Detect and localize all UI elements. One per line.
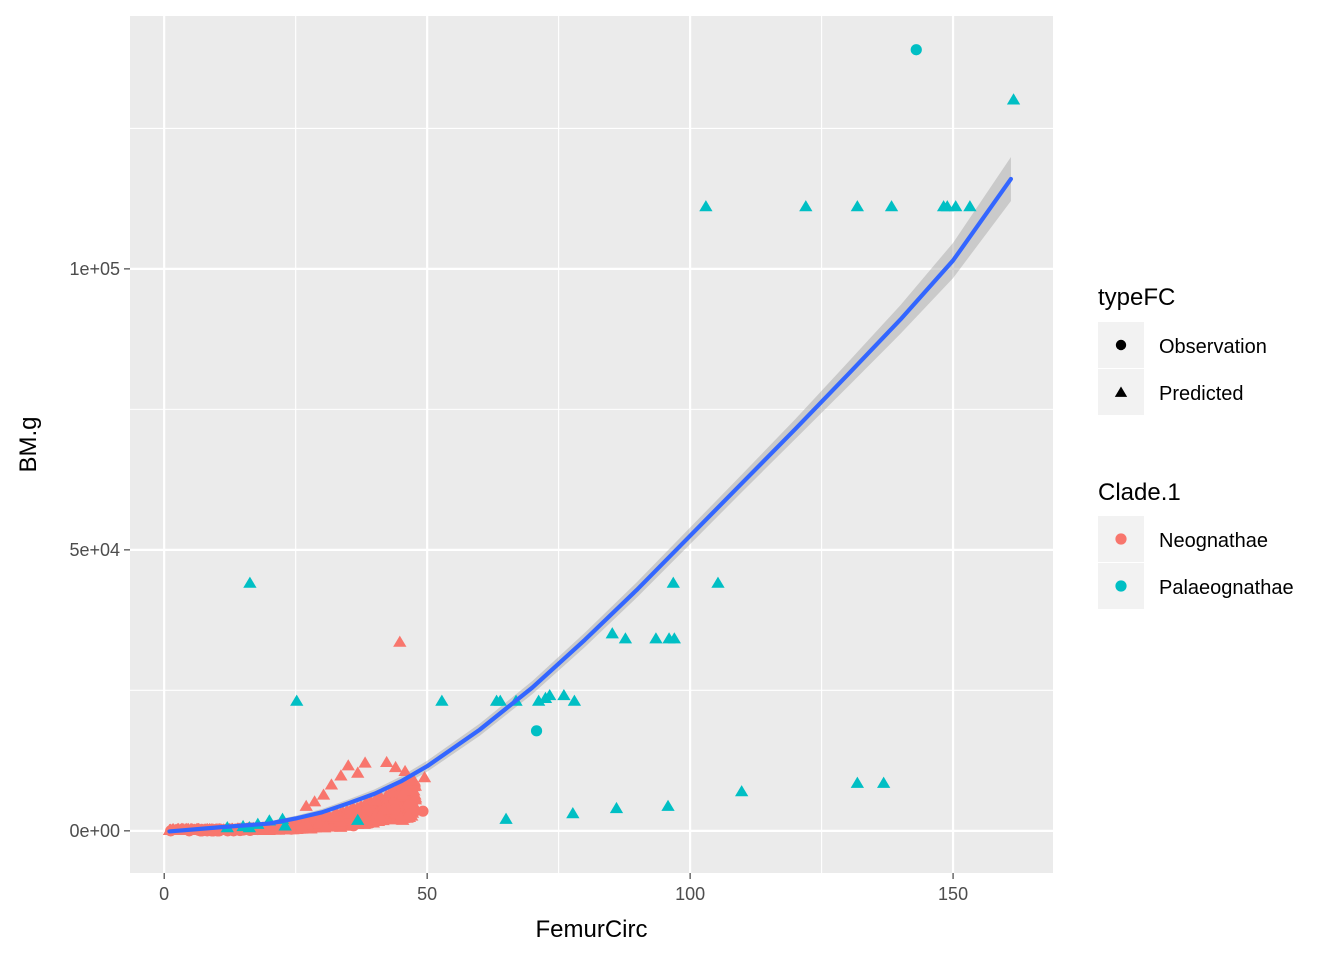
palaeognathae-predicted-point — [351, 813, 365, 825]
palaeognathae-predicted-point — [605, 627, 619, 639]
x-tick-label: 100 — [675, 884, 705, 904]
palaeognathae-predicted-point — [850, 200, 865, 212]
x-tick-label: 150 — [938, 884, 968, 904]
palaeognathae-predicted-point — [543, 688, 557, 701]
neognathae-predicted-point — [393, 635, 407, 647]
palaeognathae-predicted-point — [557, 688, 571, 701]
palaeognathae-predicted-point — [278, 819, 292, 831]
palaeognathae-predicted-point — [799, 200, 813, 212]
palaeognathae-predicted-point — [493, 694, 507, 706]
palaeognathae-predicted-point — [940, 200, 954, 212]
palaeognathae-predicted-point — [567, 694, 582, 706]
neognathae-cluster-predicted-point — [394, 810, 408, 823]
plot-panel — [130, 16, 1053, 873]
neognathae-predicted-point — [341, 759, 355, 771]
legend-palaeognathae-dot-icon — [1115, 580, 1127, 592]
neognathae-cluster-predicted-point — [399, 783, 413, 795]
neognathae-cluster-predicted-point — [408, 791, 423, 803]
neognathae-cluster-predicted-point — [327, 810, 342, 822]
palaeognathae-predicted-point — [1006, 93, 1021, 105]
legend-circle-icon — [1115, 339, 1127, 351]
axes: 0 50 100 150 0e+00 5e+04 1e+05 — [69, 259, 968, 904]
palaeognathae-observation-point — [910, 44, 922, 56]
neognathae-predicted-point — [334, 769, 348, 781]
neognathae-predicted-point — [360, 813, 374, 825]
palaeognathae-predicted-point — [649, 632, 663, 644]
palaeognathae-predicted-point — [666, 576, 680, 588]
neognathae-cluster-predicted-point — [319, 820, 333, 832]
fit-line-layer — [167, 176, 1014, 834]
neognathae-predicted-point — [407, 774, 421, 786]
neognathae-cluster-predicted-point — [400, 797, 415, 809]
legend-label-predicted: Predicted — [1159, 383, 1244, 405]
neognathae-observation-point — [417, 805, 429, 817]
legend-title-clade: Clade.1 — [1098, 479, 1181, 506]
palaeognathae-predicted-point — [531, 694, 546, 706]
neognathae-predicted-point — [316, 788, 331, 800]
neognathae-predicted-point — [299, 799, 313, 811]
palaeognathae-predicted-point — [735, 785, 749, 797]
legend: typeFC Observation Predicted Clade.1 Neo… — [1098, 284, 1294, 609]
legend-label-palaeognathae: Palaeognathae — [1159, 577, 1294, 599]
neognathae-predicted-point — [398, 764, 412, 777]
legend-triangle-icon — [1114, 386, 1128, 397]
palaeognathae-predicted-point — [290, 694, 304, 706]
legend-neognathae-dot-icon — [1115, 533, 1127, 545]
palaeognathae-predicted-point — [609, 801, 624, 814]
x-axis-title: FemurCirc — [536, 916, 648, 943]
palaeognathae-predicted-point — [711, 576, 725, 588]
palaeognathae-predicted-point — [661, 799, 675, 811]
neognathae-predicted-point — [380, 755, 394, 768]
palaeognathae-predicted-point — [963, 200, 977, 212]
y-tick-label: 1e+05 — [69, 259, 120, 279]
neognathae-cluster-predicted-point — [344, 807, 358, 819]
legend-label-observation: Observation — [1159, 336, 1267, 358]
palaeognathae-predicted-point — [499, 812, 513, 824]
palaeognathae-predicted-point — [850, 776, 865, 788]
palaeognathae-predicted-point — [699, 200, 713, 212]
neognathae-cluster-predicted-point — [295, 821, 309, 833]
palaeognathae-predicted-point — [877, 776, 891, 788]
palaeognathae-predicted-point — [435, 694, 449, 706]
palaeognathae-predicted-point — [667, 632, 681, 644]
neognathae-cluster-predicted-point — [312, 817, 326, 829]
palaeognathae-observation-point — [530, 725, 543, 737]
neognathae-cluster-predicted-point — [369, 794, 384, 806]
neognathae-predicted-point — [358, 756, 372, 768]
neognathae-predicted-point — [351, 766, 365, 778]
x-tick-label: 0 — [159, 884, 169, 904]
palaeognathae-predicted-point — [884, 200, 899, 212]
palaeognathae-predicted-point — [243, 576, 257, 588]
legend-label-neognathae: Neognathae — [1159, 530, 1268, 552]
x-tick-label: 50 — [417, 884, 437, 904]
y-tick-label: 0e+00 — [69, 821, 120, 841]
neognathae-predicted-point — [388, 760, 403, 773]
palaeognathae-predicted-point — [618, 632, 633, 644]
neognathae-predicted-point — [417, 771, 432, 783]
palaeognathae-predicted-point — [949, 200, 963, 212]
y-axis-title: BM.g — [15, 416, 42, 472]
legend-title-typefc: typeFC — [1098, 284, 1175, 311]
neognathae-predicted-point — [373, 809, 387, 821]
y-tick-label: 5e+04 — [69, 540, 120, 560]
neognathae-cluster-predicted-point — [268, 823, 282, 835]
neognathae-predicted-point — [324, 778, 339, 790]
neognathae-predicted-point — [307, 795, 322, 807]
neognathae-cluster-predicted-point — [401, 808, 415, 820]
loess-fit-line — [167, 176, 1014, 834]
palaeognathae-predicted-point — [566, 806, 580, 819]
